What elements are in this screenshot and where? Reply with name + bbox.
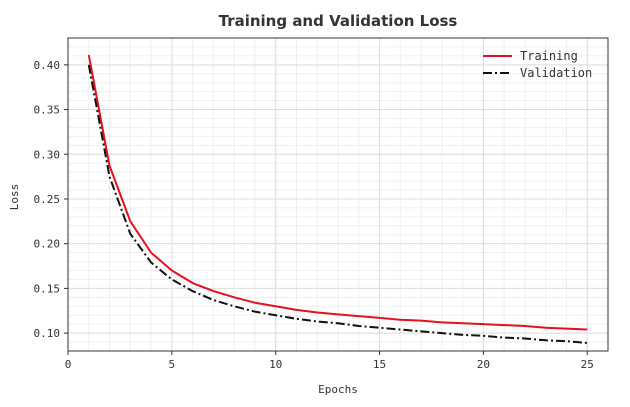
y-axis-ticks: 0.10 0.15 0.20 0.25 0.30 0.35 0.40: [34, 59, 68, 340]
y-tick-label: 0.20: [34, 238, 61, 251]
x-axis-label: Epochs: [318, 383, 358, 396]
chart-title: Training and Validation Loss: [219, 12, 458, 30]
series-line-validation: [87, 64, 588, 344]
y-tick-label: 0.15: [34, 282, 61, 295]
x-tick-label: 15: [373, 358, 386, 371]
y-tick-label: 0.30: [34, 148, 61, 161]
x-axis-ticks: 0 5 10 15 20 25: [65, 351, 594, 371]
y-tick-label: 0.40: [34, 59, 61, 72]
legend: Training Validation: [483, 49, 592, 80]
x-tick-label: 10: [269, 358, 282, 371]
series-line-training: [87, 54, 588, 331]
y-tick-label: 0.35: [34, 104, 61, 117]
y-tick-label: 0.25: [34, 193, 61, 206]
plot-area-frame: [67, 37, 609, 352]
series-lines: [87, 54, 588, 344]
grid-major: [67, 38, 608, 351]
y-axis-label: Loss: [8, 184, 21, 211]
x-tick-label: 20: [477, 358, 490, 371]
x-tick-label: 5: [169, 358, 176, 371]
y-tick-label: 0.10: [34, 327, 61, 340]
grid-minor: [67, 37, 609, 352]
x-tick-label: 0: [65, 358, 72, 371]
legend-label-training: Training: [520, 49, 578, 63]
legend-label-validation: Validation: [520, 66, 592, 80]
x-tick-label: 25: [581, 358, 594, 371]
